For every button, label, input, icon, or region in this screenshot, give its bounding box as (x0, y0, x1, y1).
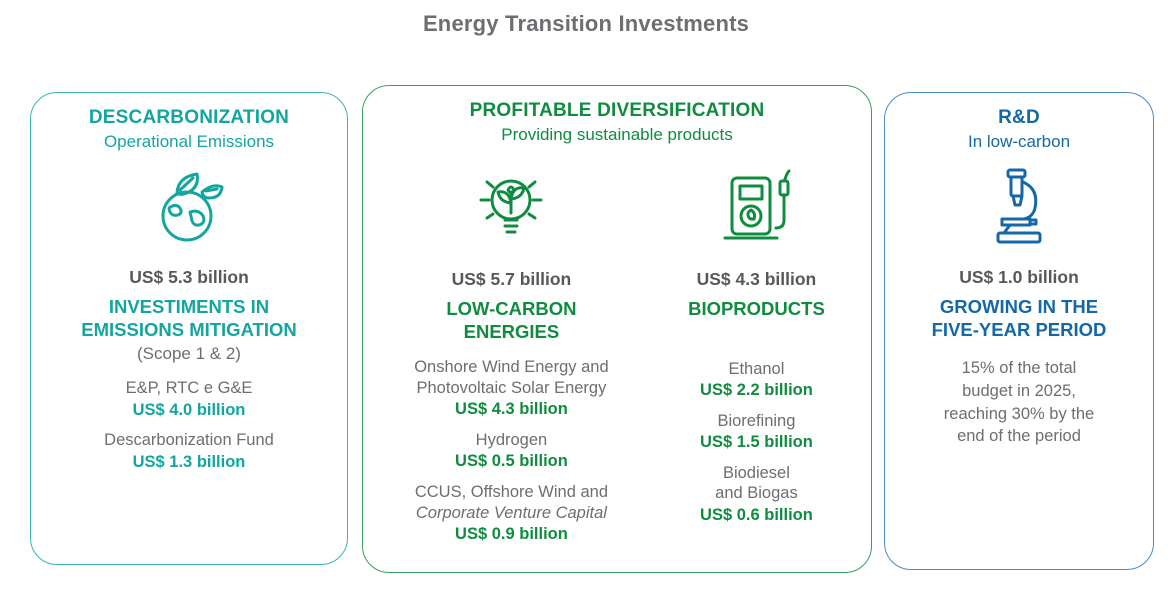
item-label: Hydrogen (475, 430, 548, 449)
low-carbon-item: Hydrogen US$ 0.5 billion (371, 430, 652, 473)
rnd-subheading: In low-carbon (967, 132, 1071, 151)
item-value: US$ 4.3 billion (455, 400, 568, 419)
item-label: Onshore Wind Energy and Photovoltaic Sol… (414, 358, 609, 397)
low-carbon-item: CCUS, Offshore Wind and Corporate Ventur… (371, 482, 652, 546)
bioproducts-item: Biorefining US$ 1.5 billion (652, 411, 861, 454)
bioproducts-amount: US$ 4.3 billion (696, 269, 817, 289)
scope-note: (Scope 1 & 2) (137, 344, 241, 364)
rnd-amount: US$ 1.0 billion (959, 267, 1079, 287)
item-label: Ethanol (728, 359, 785, 378)
card-profitable-diversification: PROFITABLE DIVERSIFICATION Providing sus… (362, 85, 872, 573)
diversification-heading: PROFITABLE DIVERSIFICATION (469, 100, 765, 121)
item-value: US$ 0.9 billion (455, 525, 568, 544)
item-label: Biorefining (717, 411, 796, 430)
rnd-category: GROWING IN THE FIVE-YEAR PERIOD (931, 296, 1107, 340)
card-descarbonization: DESCARBONIZATION Operational Emissions U… (30, 92, 348, 565)
microscope-icon (885, 165, 1153, 251)
lightbulb-plant-icon (371, 167, 652, 253)
descarbonization-category: INVESTIMENTS IN EMISSIONS MITIGATION (81, 296, 297, 340)
bioproducts-item: Biodiesel and Biogas US$ 0.6 billion (652, 463, 861, 527)
earth-leaves-icon (31, 165, 347, 251)
rnd-description: 15% of the total budget in 2025, reachin… (943, 359, 1095, 446)
item-label: CCUS, Offshore Wind and (414, 482, 609, 501)
rnd-heading: R&D (998, 107, 1040, 128)
bioproducts-category: BIOPRODUCTS (688, 298, 825, 319)
item-value: US$ 0.5 billion (455, 452, 568, 471)
diversification-columns: US$ 5.7 billion LOW-CARBON ENERGIES Onsh… (363, 154, 871, 546)
descarbonization-subheading: Operational Emissions (103, 132, 275, 151)
low-carbon-item: Onshore Wind Energy and Photovoltaic Sol… (371, 357, 652, 421)
item-label-italic: Corporate Venture Capital (415, 503, 607, 522)
bioproducts-item: Ethanol US$ 2.2 billion (652, 359, 861, 402)
descarbonization-amount: US$ 5.3 billion (129, 267, 249, 287)
low-carbon-column: US$ 5.7 billion LOW-CARBON ENERGIES Onsh… (371, 154, 652, 546)
descarbonization-item: E&P, RTC e G&E US$ 4.0 billion (31, 378, 347, 421)
diversification-subheading: Providing sustainable products (501, 125, 733, 144)
item-value: US$ 4.0 billion (132, 400, 246, 419)
low-carbon-category: LOW-CARBON ENERGIES (446, 298, 577, 342)
item-label: Descarbonization Fund (104, 431, 274, 450)
descarbonization-item: Descarbonization Fund US$ 1.3 billion (31, 430, 347, 473)
fuel-pump-leaf-icon (652, 167, 861, 253)
page-title: Energy Transition Investments (422, 11, 750, 36)
item-value: US$ 1.3 billion (132, 452, 246, 471)
item-label: Biodiesel and Biogas (715, 463, 798, 503)
low-carbon-amount: US$ 5.7 billion (451, 269, 572, 289)
item-value: US$ 1.5 billion (700, 433, 813, 452)
item-value: US$ 0.6 billion (700, 505, 813, 524)
descarbonization-heading: DESCARBONIZATION (88, 107, 290, 128)
item-value: US$ 2.2 billion (700, 381, 813, 400)
item-label: E&P, RTC e G&E (125, 379, 253, 398)
bioproducts-column: US$ 4.3 billion BIOPRODUCTS Ethanol US$ … (652, 154, 861, 546)
card-rnd: R&D In low-carbon US$ 1.0 billion GROWIN… (884, 92, 1154, 570)
